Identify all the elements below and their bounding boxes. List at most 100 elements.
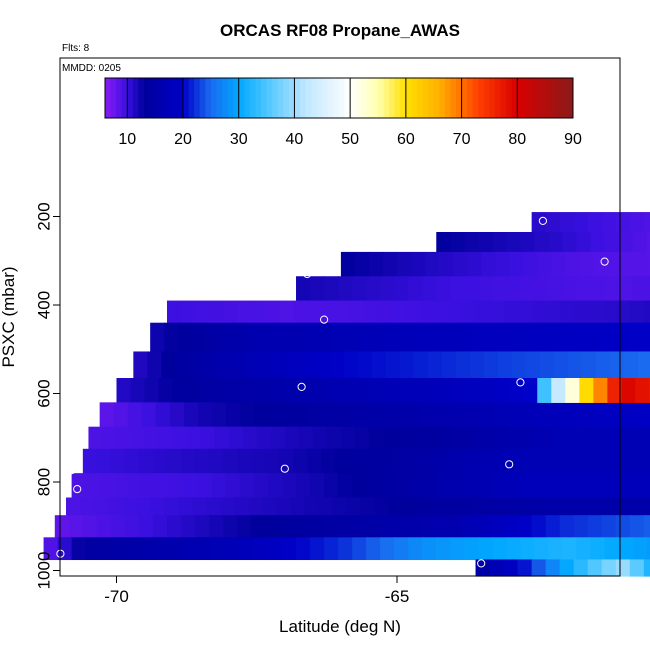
heatmap-cell (641, 497, 650, 516)
heatmap-cell (130, 426, 146, 450)
heatmap-cell (290, 497, 306, 516)
heatmap-cell (548, 402, 564, 428)
heatmap-cell (590, 402, 606, 428)
heatmap-cell (425, 378, 440, 403)
colorbar-swatch (394, 78, 401, 118)
heatmap-cell (453, 251, 468, 277)
heatmap-cell (200, 378, 216, 403)
y-axis-label: PSXC (mbar) (0, 266, 18, 367)
heatmap-cell (110, 448, 126, 474)
heatmap-cell (556, 497, 572, 516)
heatmap-cell (304, 322, 320, 353)
colorbar-swatch (366, 78, 373, 118)
heatmap-cell (310, 537, 325, 561)
heatmap-cell (169, 537, 185, 561)
heatmap-cell (461, 448, 477, 474)
colorbar-swatch (561, 78, 568, 118)
sample-point (168, 290, 177, 299)
hotspot-cell (621, 378, 637, 403)
colorbar-swatch (550, 78, 557, 118)
heatmap-cell (366, 537, 381, 561)
heatmap-cell (397, 378, 412, 403)
colorbar-swatch (233, 78, 240, 118)
colorbar-swatch (444, 78, 451, 118)
heatmap-cell (582, 351, 597, 379)
heatmap-cell (632, 402, 648, 428)
heatmap-cell (467, 378, 482, 403)
y-tick-label: 800 (34, 468, 53, 496)
heatmap-cell (576, 402, 592, 428)
heatmap-cell (374, 322, 390, 353)
colorbar-tick-label: 10 (118, 131, 136, 148)
heatmap-cell (531, 448, 547, 474)
heatmap-cell (172, 378, 188, 403)
heatmap-cell (113, 473, 129, 499)
colorbar-tick-label: 60 (397, 131, 415, 148)
heatmap-cell (245, 351, 261, 379)
heatmap-cell (279, 300, 294, 324)
heatmap-cell (506, 402, 522, 428)
heatmap-cell (562, 402, 578, 428)
heatmap-cell (413, 351, 429, 379)
heatmap-cell (66, 497, 81, 516)
heatmap-cell (225, 402, 241, 428)
heatmap-cell (239, 473, 255, 499)
heatmap-cell (615, 448, 631, 474)
heatmap-cell (450, 473, 465, 499)
colorbar-tick-label: 80 (508, 131, 526, 148)
colorbar-swatch (478, 78, 485, 118)
heatmap-cell (531, 559, 547, 577)
heatmap-cell (158, 426, 174, 450)
hotspot-cell (565, 378, 580, 403)
heatmap-cell (503, 559, 519, 577)
colorbar-swatch (294, 78, 301, 118)
heatmap-cell (94, 497, 109, 516)
heatmap-cell (559, 515, 575, 538)
colorbar-swatch (411, 78, 418, 118)
sample-point (303, 269, 312, 279)
heatmap-cell (284, 378, 300, 403)
heatmap-cell (464, 473, 479, 499)
colorbar-tick-label: 50 (341, 131, 359, 148)
colorbar-swatch (500, 78, 507, 118)
heatmap-cell (368, 251, 384, 277)
heatmap-cell (618, 537, 634, 561)
heatmap-cell (108, 497, 123, 516)
heatmap-cell (520, 473, 536, 499)
heatmap-cell (570, 322, 586, 353)
heatmap-cell (495, 426, 510, 450)
sample-point (538, 216, 548, 225)
heatmap-cell (318, 497, 334, 516)
heatmap-cell (340, 251, 356, 277)
colorbar-swatch (171, 78, 178, 118)
heatmap-cell (478, 402, 493, 428)
heatmap-cell (130, 378, 146, 403)
heatmap-cell (517, 448, 533, 474)
heatmap-cell (234, 497, 249, 516)
heatmap-cell (366, 276, 381, 302)
heatmap-cell (514, 497, 530, 516)
heatmap-cell (427, 351, 443, 379)
heatmap-cell (349, 515, 364, 538)
heatmap-cell (531, 212, 547, 233)
heatmap-cell (408, 402, 423, 428)
heatmap-cell (444, 497, 460, 516)
heatmap-cell (340, 426, 356, 450)
heatmap-cell (573, 212, 589, 233)
heatmap-cell (382, 426, 398, 450)
heatmap-cell (416, 322, 432, 353)
heatmap-cell (512, 351, 527, 379)
heatmap-cell (492, 231, 507, 253)
colorbar-swatch (528, 78, 535, 118)
heatmap-cell (439, 251, 454, 277)
colorbar-swatch (283, 78, 290, 118)
heatmap-cell (450, 402, 465, 428)
colorbar-swatch (116, 78, 123, 118)
heatmap-cell (509, 426, 524, 450)
colorbar-tick-label: 30 (230, 131, 248, 148)
heatmap-cell (293, 448, 308, 474)
heatmap-cell (450, 276, 465, 302)
heatmap-cell (444, 322, 460, 353)
heatmap-cell (643, 212, 650, 233)
heatmap-cell (385, 351, 401, 379)
